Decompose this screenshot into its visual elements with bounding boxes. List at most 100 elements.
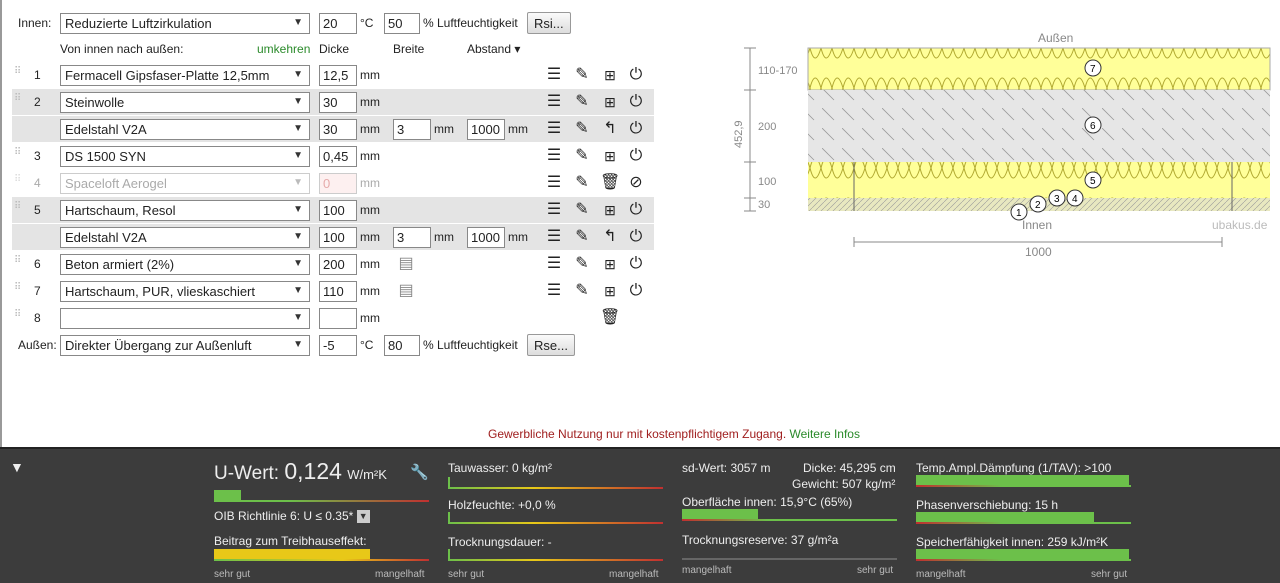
layer-material-select[interactable]: Hartschaum, Resol ▼ [60, 200, 310, 221]
edit-icon[interactable]: ✎ [575, 93, 589, 110]
inhomogeneous-layer-icon[interactable]: ▤ [398, 282, 414, 299]
power-icon[interactable]: ⏻ [629, 201, 643, 218]
add-inhomogeneous-icon[interactable]: ⊞ [604, 67, 616, 83]
layer-thickness-input[interactable]: 30 [319, 119, 357, 140]
drag-handle-icon[interactable]: ⠿ [14, 174, 23, 185]
scale-bad: mangelhaft [916, 569, 966, 580]
chevron-down-icon: ▼ [293, 204, 303, 215]
outside-humidity-input[interactable]: 80 [384, 335, 420, 356]
add-inhomogeneous-icon[interactable]: ⊞ [604, 202, 616, 218]
rsi-button[interactable]: Rsi... [527, 12, 571, 34]
layer-material-select[interactable]: DS 1500 SYN ▼ [60, 146, 310, 167]
layer-thickness-input[interactable]: 30 [319, 92, 357, 113]
menu-icon[interactable]: ☰ [546, 66, 562, 83]
layer-thickness-input[interactable]: 12,5 [319, 65, 357, 86]
trocknungsdauer-bar [448, 549, 663, 561]
layer-thickness-input[interactable]: 100 [319, 227, 357, 248]
drag-handle-icon[interactable]: ⠿ [14, 309, 23, 320]
edit-icon[interactable]: ✎ [575, 228, 589, 245]
add-inhomogeneous-icon[interactable]: ⊞ [604, 283, 616, 299]
layer-spacing-unit: mm [508, 122, 528, 136]
layer-material-select[interactable]: ▼ [60, 308, 310, 329]
turn-arrow-icon[interactable]: ↰ [603, 120, 617, 137]
chevron-down-icon: ▼ [293, 177, 303, 188]
layer-material-select[interactable]: Edelstahl V2A ▼ [60, 227, 310, 248]
disabled-icon[interactable]: ⊘ [629, 174, 643, 191]
power-icon[interactable]: ⏻ [629, 255, 643, 272]
layer-spacing-input[interactable]: 1000 [467, 119, 505, 140]
turn-arrow-icon[interactable]: ↰ [603, 228, 617, 245]
inhomogeneous-layer-icon[interactable]: ▤ [398, 255, 414, 272]
layer-material-select[interactable]: Spaceloft Aerogel ▼ [60, 173, 310, 194]
menu-icon[interactable]: ☰ [546, 120, 562, 137]
menu-icon[interactable]: ☰ [546, 147, 562, 164]
add-inhomogeneous-icon[interactable]: ⊞ [604, 148, 616, 164]
power-icon[interactable]: ⏻ [629, 228, 643, 245]
power-icon[interactable]: ⏻ [629, 93, 643, 110]
menu-icon[interactable]: ☰ [546, 255, 562, 272]
edit-icon[interactable]: ✎ [575, 282, 589, 299]
layer-thickness-input[interactable]: 0 [319, 173, 357, 194]
trash-icon[interactable]: 🗑 [600, 174, 621, 191]
layer-material-select[interactable]: Hartschaum, PUR, vlieskaschiert ▼ [60, 281, 310, 302]
layer-thickness-input[interactable]: 100 [319, 200, 357, 221]
layer-material-select[interactable]: Steinwolle ▼ [60, 92, 310, 113]
menu-icon[interactable]: ☰ [546, 93, 562, 110]
collapse-toggle-icon[interactable]: ▼ [10, 459, 24, 475]
drag-handle-icon[interactable]: ⠿ [14, 201, 23, 212]
layer-material-value: Hartschaum, PUR, vlieskaschiert [65, 284, 255, 299]
outside-select[interactable]: Direkter Übergang zur Außenluft ▼ [60, 335, 310, 356]
layer-thickness-input[interactable]: 0,45 [319, 146, 357, 167]
add-inhomogeneous-icon[interactable]: ⊞ [604, 94, 616, 110]
layer-thickness-unit: mm [360, 230, 380, 244]
power-icon[interactable]: ⏻ [629, 120, 643, 137]
reverse-link[interactable]: umkehren [257, 42, 311, 56]
drag-handle-icon[interactable]: ⠿ [14, 282, 23, 293]
layer-thickness-unit: mm [360, 176, 380, 190]
tauwasser-bar [448, 477, 663, 489]
inside-humidity-input[interactable]: 50 [384, 13, 420, 34]
layer-thickness-input[interactable]: 200 [319, 254, 357, 275]
notice-text: Gewerbliche Nutzung nur mit kostenpflich… [488, 427, 787, 441]
inside-temp-input[interactable]: 20 [319, 13, 357, 34]
layer-row: ⠿ 6 Beton armiert (2%) ▼ 200 mm ▤ ☰ ✎ ⊞ ⏻ [12, 251, 654, 277]
wrench-icon[interactable]: 🔧 [410, 464, 429, 481]
layer-width-input[interactable]: 3 [393, 227, 431, 248]
menu-icon[interactable]: ☰ [546, 174, 562, 191]
outside-temp-input[interactable]: -5 [319, 335, 357, 356]
menu-icon[interactable]: ☰ [546, 282, 562, 299]
drag-handle-icon[interactable]: ⠿ [14, 147, 23, 158]
layer-material-select[interactable]: Fermacell Gipsfaser-Platte 12,5mm ▼ [60, 65, 310, 86]
edit-icon[interactable]: ✎ [575, 66, 589, 83]
edit-icon[interactable]: ✎ [575, 147, 589, 164]
drag-handle-icon[interactable]: ⠿ [14, 66, 23, 77]
menu-icon[interactable]: ☰ [546, 201, 562, 218]
inside-select[interactable]: Reduzierte Luftzirkulation ▼ [60, 13, 310, 34]
edit-icon[interactable]: ✎ [575, 201, 589, 218]
power-icon[interactable]: ⏻ [629, 147, 643, 164]
power-icon[interactable]: ⏻ [629, 66, 643, 83]
edit-icon[interactable]: ✎ [575, 120, 589, 137]
menu-icon[interactable]: ☰ [546, 228, 562, 245]
layer-material-value: Edelstahl V2A [65, 230, 147, 245]
layer-width-input[interactable]: 3 [393, 119, 431, 140]
spacing-header[interactable]: Abstand ▾ [467, 42, 521, 56]
layer-material-select[interactable]: Edelstahl V2A ▼ [60, 119, 310, 140]
layer-thickness-input[interactable]: 110 [319, 281, 357, 302]
layer-row: ⠿ 3 DS 1500 SYN ▼ 0,45 mm ☰ ✎ ⊞ ⏻ [12, 143, 654, 169]
edit-icon[interactable]: ✎ [575, 174, 589, 191]
layer-thickness-input[interactable] [319, 308, 357, 329]
rse-button[interactable]: Rse... [527, 334, 575, 356]
trash-icon[interactable]: 🗑 [600, 309, 621, 326]
layer-spacing-input[interactable]: 1000 [467, 227, 505, 248]
power-icon[interactable]: ⏻ [629, 282, 643, 299]
drag-handle-icon[interactable]: ⠿ [14, 255, 23, 266]
add-inhomogeneous-icon[interactable]: ⊞ [604, 256, 616, 272]
drag-handle-icon[interactable]: ⠿ [14, 93, 23, 104]
layer-marker: 7 [1090, 64, 1096, 75]
chevron-down-icon: ▼ [293, 123, 303, 134]
more-info-link[interactable]: Weitere Infos [789, 427, 860, 441]
edit-icon[interactable]: ✎ [575, 255, 589, 272]
dropdown-icon[interactable]: ▼ [356, 510, 370, 524]
layer-material-select[interactable]: Beton armiert (2%) ▼ [60, 254, 310, 275]
